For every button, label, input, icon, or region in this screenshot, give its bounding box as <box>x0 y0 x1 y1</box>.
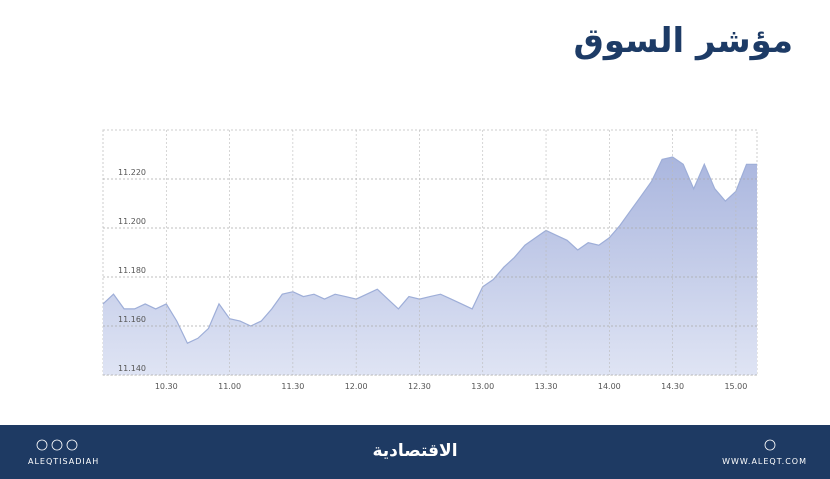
x-tick-label: 14.30 <box>661 382 684 391</box>
x-tick-label: 11.30 <box>281 382 304 391</box>
x-tick-label: 13.00 <box>471 382 494 391</box>
x-tick-label: 15.00 <box>724 382 747 391</box>
y-tick-label: 11.160 <box>118 315 146 324</box>
footer-url: WWW.ALEQT.COM <box>722 457 807 466</box>
y-tick-label: 11.200 <box>118 217 146 226</box>
chart-title: مؤشر السوق <box>573 21 793 61</box>
area-fill <box>103 157 757 375</box>
area-line <box>102 156 757 344</box>
x-tick-label: 12.30 <box>408 382 431 391</box>
footer-logo: الاقتصادية <box>372 441 457 461</box>
x-tick-label: 10.30 <box>155 382 178 391</box>
y-tick-label: 11.220 <box>118 168 146 177</box>
y-tick-label: 11.180 <box>118 266 146 275</box>
social-icons <box>36 439 776 451</box>
x-tick-label: 11.00 <box>218 382 241 391</box>
footer-bar <box>0 425 830 479</box>
y-tick-label: 11.140 <box>118 364 146 373</box>
x-tick-label: 13.30 <box>535 382 558 391</box>
x-tick-label: 14.00 <box>598 382 621 391</box>
x-tick-label: 12.00 <box>345 382 368 391</box>
footer-handle: ALEQTISADIAH <box>28 457 99 466</box>
